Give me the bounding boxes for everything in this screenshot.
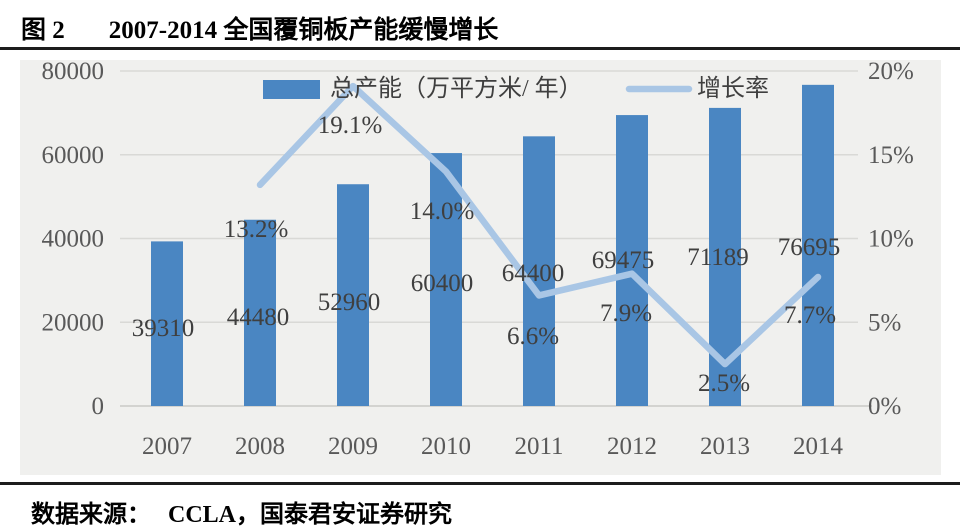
- growth-rate-line: [256, 82, 822, 368]
- right-axis-tick: 20%: [868, 58, 914, 85]
- growth-rate-label: 7.9%: [600, 300, 652, 327]
- bar-value-label: 76695: [778, 234, 841, 261]
- x-axis-label: 2014: [793, 433, 844, 460]
- growth-rate-label: 6.6%: [507, 323, 559, 350]
- growth-rate-label: 7.7%: [784, 302, 836, 329]
- growth-rate-label: 14.0%: [410, 198, 475, 225]
- x-axis-label: 2013: [700, 433, 750, 460]
- bar-value-label: 44480: [227, 304, 290, 331]
- legend-line-label: 增长率: [697, 75, 769, 102]
- right-axis-tick: 0%: [868, 393, 901, 420]
- bar-2010: [430, 153, 462, 406]
- bar-value-label: 52960: [318, 289, 381, 316]
- bar-2007: [151, 241, 183, 406]
- x-axis-label: 2010: [421, 433, 471, 460]
- x-axis-label: 2011: [514, 433, 563, 460]
- x-axis-label: 2009: [328, 433, 378, 460]
- bar-value-label: 60400: [411, 270, 474, 297]
- figure-number-label: 图 2: [21, 17, 65, 44]
- left-axis-tick: 20000: [42, 309, 105, 336]
- right-axis-tick: 5%: [868, 309, 901, 336]
- source-note: 数据来源： CCLA，国泰君安证券研究: [31, 494, 452, 529]
- left-axis-tick: 80000: [42, 58, 105, 85]
- bar-2009: [337, 184, 369, 406]
- bar-2008: [244, 219, 276, 406]
- source-label: 数据来源：: [31, 502, 151, 528]
- legend-bar-label: 总产能（万平方米/ 年）: [330, 75, 583, 102]
- bar-value-label: 71189: [687, 244, 749, 271]
- x-axis-label: 2007: [142, 433, 192, 460]
- right-axis-tick: 10%: [868, 226, 914, 253]
- bar-value-label: 69475: [592, 247, 655, 274]
- figure-title: 2007-2014 全国覆铜板产能缓慢增长: [108, 17, 499, 44]
- left-axis-tick: 40000: [42, 226, 105, 253]
- bar-2012: [616, 115, 648, 407]
- left-axis-tick: 60000: [42, 142, 105, 169]
- footer-rule: [0, 482, 960, 485]
- left-axis-tick: 0: [92, 393, 105, 420]
- legend-bar-swatch: [263, 80, 320, 99]
- bar-value-label: 64400: [502, 260, 565, 287]
- right-axis-tick: 15%: [868, 142, 914, 169]
- bar-2011: [523, 136, 555, 406]
- growth-rate-label: 19.1%: [318, 112, 383, 139]
- x-axis-label: 2012: [607, 433, 657, 460]
- x-axis-label: 2008: [235, 433, 285, 460]
- title-rule: [0, 47, 960, 50]
- growth-rate-label: 13.2%: [224, 216, 289, 243]
- source-text: CCLA，国泰君安证券研究: [168, 502, 453, 528]
- growth-rate-label: 2.5%: [698, 370, 750, 397]
- bar-2014: [802, 84, 834, 406]
- figure-header: 图 2 2007-2014 全国覆铜板产能缓慢增长: [21, 10, 498, 46]
- bar-value-label: 39310: [132, 315, 195, 342]
